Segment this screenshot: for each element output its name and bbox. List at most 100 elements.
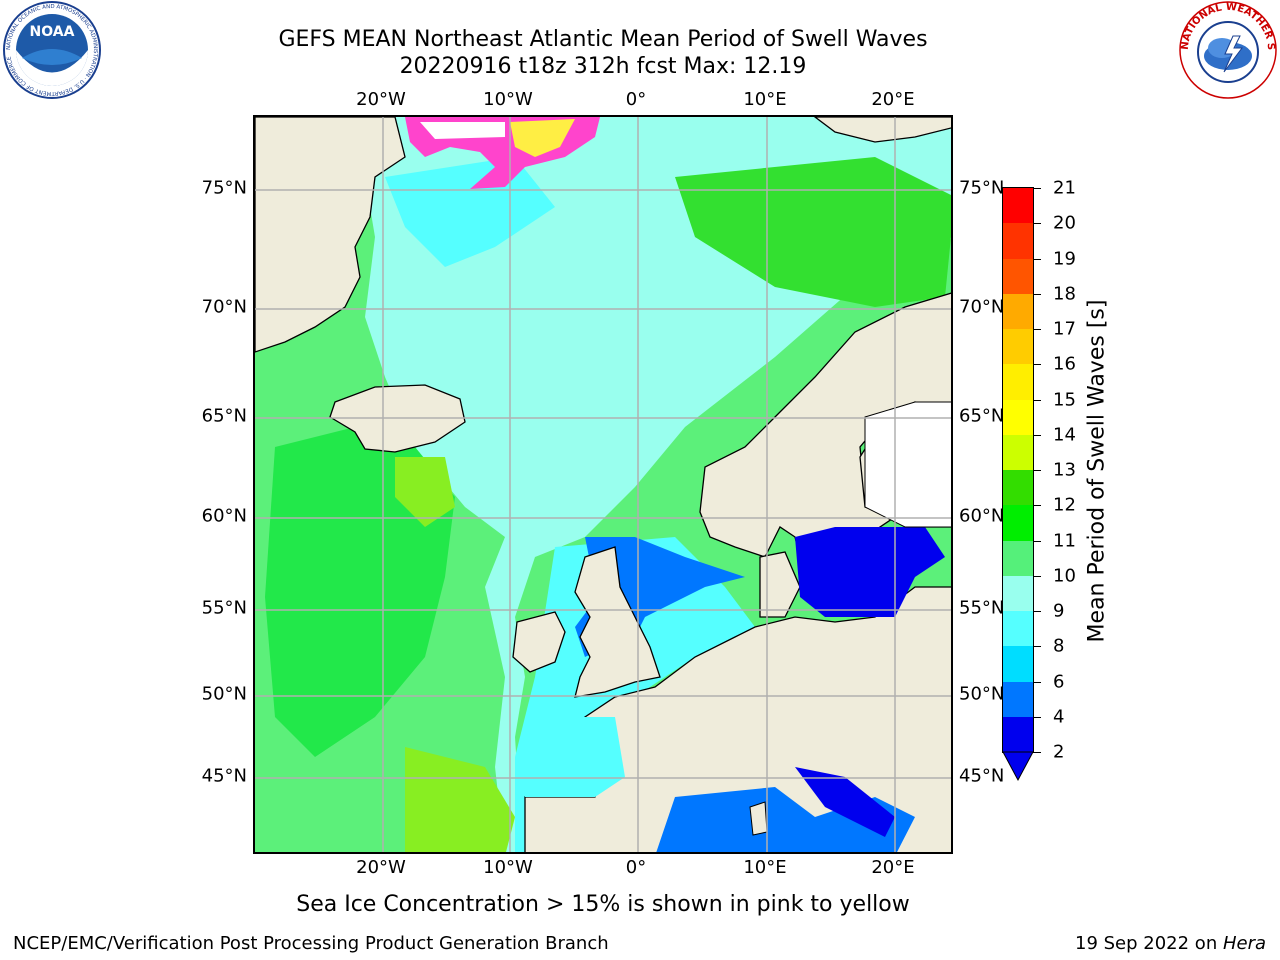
- baltic-sea: [795, 527, 945, 617]
- colorbar: [1002, 187, 1034, 753]
- bay-of-biscay: [525, 717, 625, 797]
- colorbar-tick-mark: [1033, 223, 1041, 225]
- colorbar-tick-label: 2: [1053, 741, 1065, 763]
- map-svg: [255, 117, 951, 852]
- colorbar-tick-mark: [1033, 434, 1041, 436]
- land-scandinavia: [699, 292, 951, 598]
- colorbar-tick-mark: [1033, 575, 1041, 577]
- noaa-logo-text: NOAA: [30, 24, 75, 40]
- lon-tick-top: 10°W: [483, 89, 533, 110]
- footer-credit: NCEP/EMC/Verification Post Processing Pr…: [13, 933, 609, 954]
- lon-tick-top: 0°: [625, 89, 647, 110]
- colorbar-tick-mark: [1033, 293, 1041, 295]
- lat-tick-left: 45°N: [201, 765, 247, 787]
- lon-tick-top: 20°E: [871, 89, 915, 110]
- colorbar-tick-label: 4: [1053, 706, 1065, 728]
- colorbar-tick-label: 11: [1053, 530, 1076, 551]
- colorbar-tick-label: 18: [1053, 283, 1076, 305]
- swell-region-6-8s: [385, 157, 555, 267]
- sea-ice-yellow: [510, 119, 575, 157]
- colorbar-segment: [1003, 716, 1033, 753]
- swell-region-11-12s-south: [405, 747, 515, 852]
- lon-tick-bottom: 20°W: [356, 857, 406, 878]
- colorbar-tick-mark: [1033, 716, 1041, 718]
- colorbar-segment: [1003, 188, 1033, 224]
- lat-tick-right: 55°N: [959, 597, 1005, 619]
- lat-tick-right: 45°N: [959, 765, 1005, 787]
- colorbar-segment: [1003, 505, 1033, 542]
- footer-date: 19 Sep 2022 on Hera: [1075, 933, 1266, 954]
- colorbar-tick-label: 20: [1053, 212, 1076, 234]
- colorbar-extend-arrow: [1002, 751, 1034, 782]
- lat-tick-right: 65°N: [959, 405, 1005, 427]
- swell-region-11-12s: [395, 457, 455, 527]
- colorbar-label: Mean Period of Swell Waves [s]: [1084, 299, 1110, 643]
- colorbar-segment: [1003, 681, 1033, 718]
- colorbar-segment: [1003, 470, 1033, 506]
- colorbar-tick-label: 12: [1053, 494, 1076, 516]
- colorbar-tick-mark: [1033, 611, 1041, 612]
- swell-region-8-9s: [355, 117, 951, 852]
- colorbar-tick-mark: [1033, 399, 1041, 401]
- lat-tick-left: 50°N: [201, 683, 247, 705]
- lon-tick-bottom: 20°E: [871, 857, 915, 878]
- lat-tick-right: 75°N: [959, 177, 1005, 199]
- colorbar-tick-label: 8: [1053, 635, 1065, 657]
- land-corsica-sardinia: [749, 801, 768, 836]
- lat-tick-left: 75°N: [201, 177, 247, 199]
- lat-tick-right: 50°N: [959, 683, 1005, 705]
- colorbar-segment: [1003, 329, 1033, 365]
- lat-tick-right: 70°N: [959, 296, 1005, 318]
- colorbar-segment: [1003, 293, 1033, 330]
- colorbar-segment: [1003, 646, 1033, 683]
- sea-ice-note: Sea Ice Concentration > 15% is shown in …: [296, 892, 910, 917]
- lat-tick-left: 70°N: [201, 296, 247, 318]
- colorbar-tick-label: 16: [1053, 353, 1076, 375]
- lon-tick-bottom: 10°W: [483, 857, 533, 878]
- gulf-of-bothnia-missing: [864, 401, 951, 528]
- mediterranean-sea: [656, 787, 915, 852]
- colorbar-segment: [1003, 611, 1033, 647]
- colorbar-tick-label: 21: [1053, 177, 1076, 199]
- map-plot-area: [253, 115, 953, 854]
- colorbar-tick-mark: [1033, 752, 1041, 753]
- swell-region-10-11s-barents: [675, 157, 951, 307]
- colorbar-tick-mark: [1033, 540, 1041, 542]
- lon-tick-top: 20°W: [356, 89, 406, 110]
- colorbar-tick-label: 13: [1053, 459, 1076, 481]
- colorbar-segment: [1003, 434, 1033, 471]
- lat-tick-left: 60°N: [201, 505, 247, 527]
- colorbar-tick-label: 9: [1053, 600, 1065, 622]
- colorbar-segment: [1003, 258, 1033, 295]
- colorbar-tick-mark: [1033, 646, 1041, 648]
- lat-tick-left: 55°N: [201, 597, 247, 619]
- lon-tick-bottom: 10°E: [743, 857, 787, 878]
- footer-host: Hera: [1222, 933, 1266, 954]
- adriatic-sea: [795, 767, 895, 837]
- lat-tick-right: 60°N: [959, 505, 1005, 527]
- chart-title: GEFS MEAN Northeast Atlantic Mean Period…: [278, 27, 928, 52]
- colorbar-tick-mark: [1033, 681, 1041, 683]
- land-denmark: [759, 551, 801, 618]
- lon-tick-top: 10°E: [743, 89, 787, 110]
- colorbar-tick-mark: [1033, 505, 1041, 507]
- colorbar-tick-mark: [1033, 258, 1041, 260]
- colorbar-tick-label: 6: [1053, 671, 1065, 692]
- colorbar-segment: [1003, 540, 1033, 577]
- colorbar-tick-label: 14: [1053, 424, 1076, 446]
- colorbar-tick-label: 17: [1053, 318, 1076, 340]
- chart-subtitle-forecast: 20220916 t18z 312h fcst Max: 12.19: [399, 54, 807, 79]
- map-gridlines: [255, 117, 951, 852]
- colorbar-tick-label: 15: [1053, 389, 1076, 410]
- land-svalbard: [813, 117, 951, 143]
- colorbar-segment: [1003, 223, 1033, 260]
- lon-tick-bottom: 0°: [625, 857, 647, 878]
- colorbar-tick-mark: [1033, 329, 1041, 330]
- colorbar-tick-label: 10: [1053, 565, 1076, 587]
- lat-tick-left: 65°N: [201, 405, 247, 427]
- colorbar-segment: [1003, 399, 1033, 436]
- colorbar-tick-label: 19: [1053, 248, 1076, 269]
- land-greenland: [255, 117, 406, 353]
- colorbar-segment: [1003, 364, 1033, 401]
- land-ireland: [512, 611, 566, 673]
